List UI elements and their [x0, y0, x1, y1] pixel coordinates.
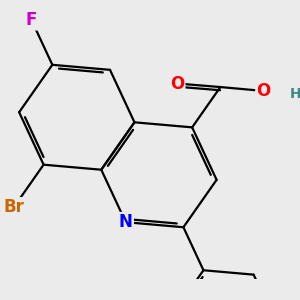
Text: F: F	[26, 11, 37, 29]
Text: O: O	[170, 74, 184, 92]
Text: O: O	[256, 82, 271, 100]
Text: N: N	[119, 213, 133, 231]
Text: Br: Br	[3, 198, 24, 216]
Text: H: H	[290, 87, 300, 101]
